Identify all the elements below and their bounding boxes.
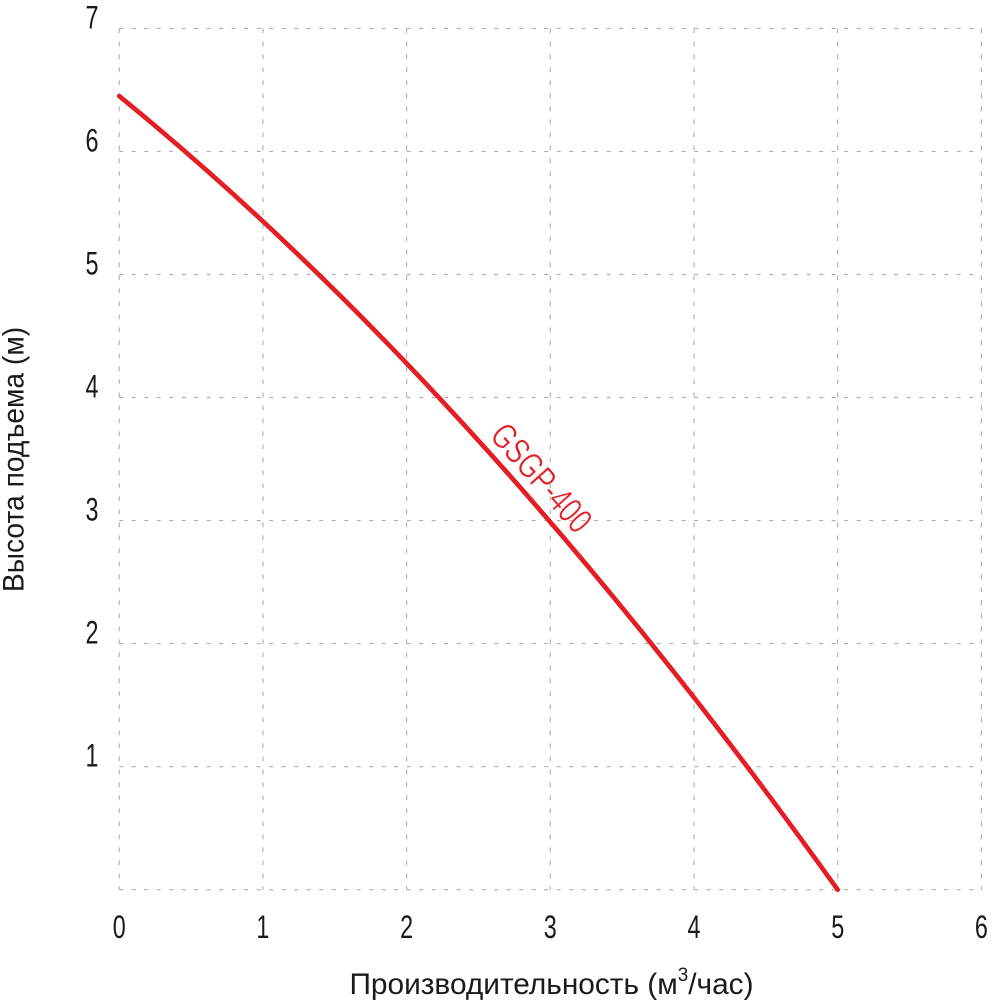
svg-text:6: 6 [86,123,99,158]
svg-text:7: 7 [86,0,99,35]
svg-text:5: 5 [86,246,99,281]
svg-text:Производительность (м3/час): Производительность (м3/час) [349,965,753,1000]
svg-text:2: 2 [86,615,99,650]
svg-text:Высота подъема (м): Высота подъема (м) [0,327,31,592]
svg-text:1: 1 [86,738,99,773]
svg-text:3: 3 [544,909,557,944]
svg-text:5: 5 [831,909,844,944]
svg-text:1: 1 [256,909,269,944]
svg-text:3: 3 [86,492,99,527]
svg-text:2: 2 [400,909,413,944]
svg-text:4: 4 [86,369,99,404]
svg-text:4: 4 [688,909,701,944]
svg-text:0: 0 [113,909,126,944]
svg-text:6: 6 [975,909,988,944]
